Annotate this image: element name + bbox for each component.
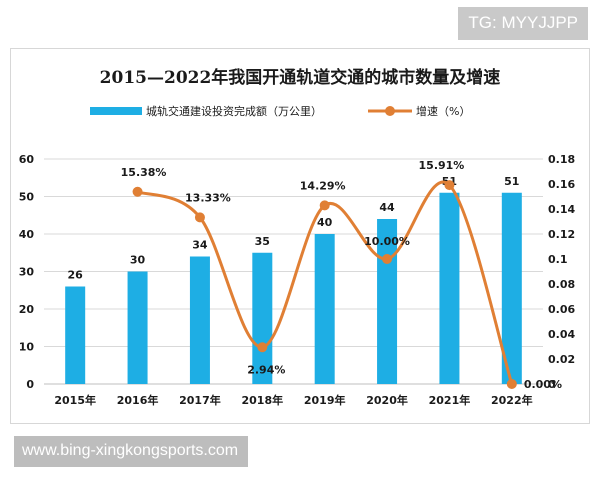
right-tick-label: 0.1 xyxy=(548,253,568,266)
growth-line xyxy=(136,180,514,385)
category-label: 2017年 xyxy=(179,393,221,407)
legend-line-marker xyxy=(385,106,395,116)
growth-value-label: 10.00% xyxy=(364,235,410,248)
growth-value-label: 15.38% xyxy=(121,166,167,179)
left-tick-label: 50 xyxy=(19,191,35,204)
gridlines xyxy=(44,158,543,385)
bar xyxy=(127,271,148,384)
watermark-bottom: www.bing-xingkongsports.com xyxy=(14,436,249,467)
left-tick-label: 20 xyxy=(19,303,35,316)
bar xyxy=(252,252,273,384)
growth-point xyxy=(506,379,517,389)
bar xyxy=(439,192,460,384)
left-tick-label: 60 xyxy=(19,153,35,166)
growth-value-label: 15.91% xyxy=(419,159,465,172)
bar-value-label: 51 xyxy=(504,175,519,188)
right-tick-label: 0.16 xyxy=(548,178,575,191)
growth-value-label: 13.33% xyxy=(185,191,231,204)
right-tick-label: 0.12 xyxy=(548,228,575,241)
bar-value-label: 30 xyxy=(130,254,146,267)
category-label: 2018年 xyxy=(242,393,284,407)
right-tick-label: 0.02 xyxy=(548,353,575,366)
category-label: 2016年 xyxy=(117,393,159,407)
growth-point xyxy=(257,342,268,353)
left-tick-label: 40 xyxy=(19,228,35,241)
right-tick-label: 0 xyxy=(548,378,556,391)
bar-value-label: 40 xyxy=(317,216,333,229)
category-label: 2022年 xyxy=(491,393,533,407)
bar-value-label: 26 xyxy=(68,269,84,282)
growth-point xyxy=(319,200,330,211)
right-axis-ticks: 0 0.02 0.04 0.06 0.08 0.1 0.12 0.14 0.16 0.18 xyxy=(548,153,575,391)
growth-value-label: 2.94% xyxy=(247,363,285,376)
growth-value-label: 0.00% xyxy=(524,378,562,391)
right-tick-label: 0.18 xyxy=(548,153,575,166)
left-tick-label: 30 xyxy=(19,266,35,279)
growth-point xyxy=(444,180,455,191)
bars xyxy=(65,192,522,384)
growth-value-label: 14.29% xyxy=(300,179,346,192)
legend-bar-swatch xyxy=(90,107,142,115)
bar xyxy=(65,286,86,384)
left-axis-ticks: 0 10 20 30 40 50 60 xyxy=(19,153,35,391)
bar xyxy=(501,192,522,384)
right-tick-label: 0.04 xyxy=(548,328,575,341)
chart-title: 2015—2022年我国开通轨道交通的城市数量及增速 xyxy=(100,67,501,88)
legend-bar-label: 城轨交通建设投资完成额（万公里） xyxy=(146,104,322,118)
growth-point xyxy=(382,254,393,264)
watermark-top: TG: MYYJJPP xyxy=(458,7,588,40)
left-tick-label: 10 xyxy=(19,341,35,354)
category-label: 2021年 xyxy=(429,393,471,407)
right-tick-label: 0.08 xyxy=(548,278,575,291)
bar-value-label: 35 xyxy=(255,235,270,248)
legend-line-label: 增速（%） xyxy=(416,104,470,118)
legend: 城轨交通建设投资完成额（万公里） 增速（%） xyxy=(90,104,470,118)
growth-line-layer: 15.38% 13.33% 2.94% 14.29% 10.00% 15.91% 0.00% xyxy=(121,159,562,391)
category-label: 2020年 xyxy=(366,393,408,407)
bar-value-label: 44 xyxy=(379,201,395,214)
right-tick-label: 0.14 xyxy=(548,203,575,216)
growth-point xyxy=(194,212,205,223)
bar-value-label: 34 xyxy=(192,239,208,252)
bar xyxy=(377,219,398,384)
left-tick-label: 0 xyxy=(26,378,34,391)
bar xyxy=(189,256,210,384)
growth-point xyxy=(132,186,143,197)
right-tick-label: 0.06 xyxy=(548,303,575,316)
category-label: 2019年 xyxy=(304,393,346,407)
category-labels: 2015年 2016年 2017年 2018年 2019年 2020年 2021年 2022年 xyxy=(54,393,532,407)
category-label: 2015年 xyxy=(54,393,96,407)
bar xyxy=(314,234,335,384)
